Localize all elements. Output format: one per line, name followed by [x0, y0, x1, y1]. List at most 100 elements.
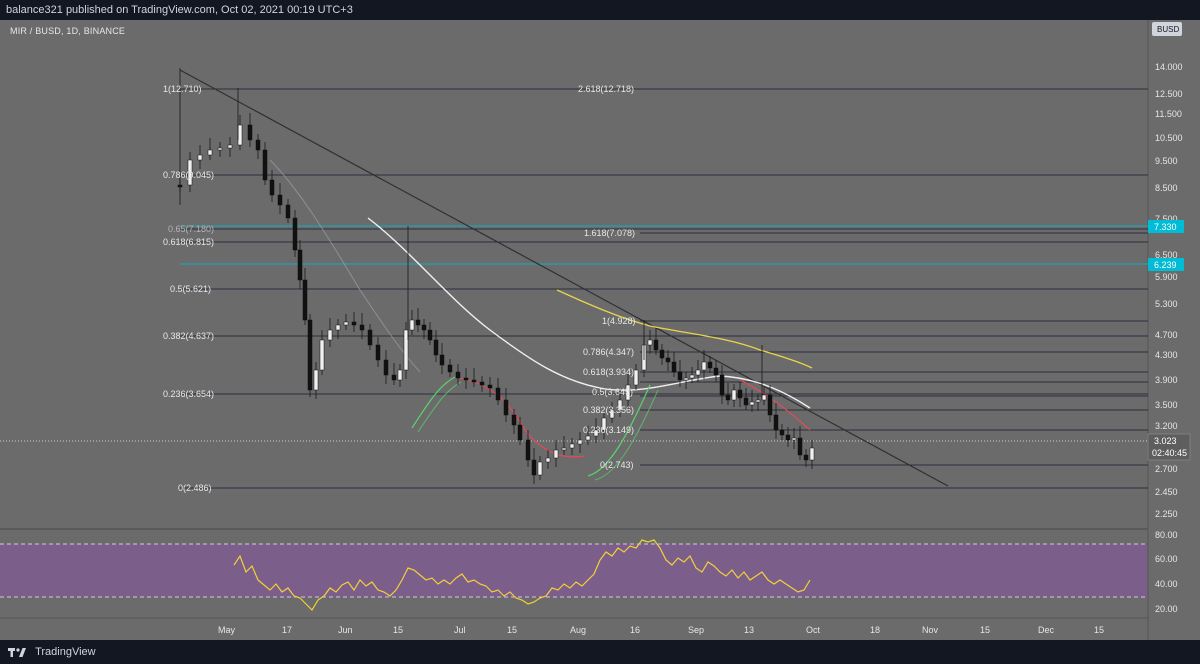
yellow-ma[interactable] [556, 289, 813, 369]
quote-badge[interactable] [1152, 22, 1182, 36]
candle-body [277, 194, 283, 206]
price-label: 2.450 [1155, 487, 1178, 497]
countdown-text: 02:40:45 [1152, 448, 1187, 458]
candle-body [292, 217, 298, 251]
fib-right-label-0236: 0.236(3.149) [583, 425, 634, 435]
candle-body [633, 369, 639, 386]
candle-body [269, 179, 275, 196]
candle-body [327, 329, 333, 341]
publisher-text: balance321 published on TradingView.com,… [6, 4, 353, 16]
red-band-1 [459, 377, 586, 458]
time-label: 15 [980, 625, 990, 635]
candle-body [653, 339, 659, 351]
candle-body [319, 339, 325, 371]
trendline[interactable] [179, 69, 949, 487]
candle-body [359, 324, 365, 331]
fib-left-label-05: 0.5(5.621) [170, 284, 211, 294]
candle-body [779, 429, 785, 436]
fib-left-label-0236: 0.236(3.654) [163, 389, 214, 399]
time-label: May [218, 625, 236, 635]
candle-body [713, 367, 719, 376]
candle-body [511, 414, 517, 426]
price-label: 7.500 [1155, 214, 1178, 224]
price-axis[interactable] [1148, 20, 1200, 640]
price-label: 11.500 [1155, 109, 1182, 119]
footer-brand: TradingView [35, 646, 96, 659]
symbol-label[interactable]: MIR / BUSD, 1D, BINANCE [10, 26, 126, 36]
price-label: 2.700 [1155, 464, 1178, 474]
fib-right-label-0618: 0.618(3.934) [583, 367, 634, 377]
price-label: 3.200 [1155, 421, 1178, 431]
candle-body [391, 374, 397, 381]
fib-left-label-065: 0.65(7.180) [168, 224, 214, 234]
candle-body [677, 371, 683, 381]
time-label: Jul [454, 625, 466, 635]
time-label: Dec [1038, 625, 1055, 635]
price-label: 9.500 [1155, 156, 1178, 166]
candles[interactable] [177, 68, 815, 484]
rsi-label: 80.00 [1155, 530, 1178, 540]
price-label: 4.300 [1155, 350, 1178, 360]
candle-body [237, 124, 243, 146]
candle-body [647, 339, 653, 346]
fib-right-label-2618: 2.618(12.718) [578, 84, 634, 94]
candle-body [585, 435, 591, 441]
time-label: 18 [870, 625, 880, 635]
candle-body [471, 379, 477, 383]
chart-canvas[interactable]: 1(12.710) 0.786(9.045) 0.65(7.180) 0.618… [0, 0, 1200, 640]
candle-body [297, 249, 303, 281]
candle-body [743, 397, 749, 406]
candle-body [537, 461, 543, 476]
fib-right-levels[interactable] [640, 232, 1148, 466]
time-axis[interactable] [0, 618, 1148, 640]
candle-body [695, 369, 701, 376]
white-ma[interactable] [367, 217, 811, 409]
candle-body [707, 361, 713, 369]
candle-body [625, 384, 631, 401]
rsi-band [0, 544, 1148, 597]
candle-body [749, 401, 755, 406]
candle-body [197, 154, 203, 161]
candle-body [561, 447, 567, 451]
candle-body [809, 447, 815, 461]
candle-body [719, 374, 725, 396]
rsi-label: 60.00 [1155, 554, 1178, 564]
candle-body [335, 324, 341, 331]
green-band-1 [411, 376, 456, 429]
candle-body [187, 159, 193, 186]
candle-body [487, 384, 493, 389]
price-label: 12.500 [1155, 89, 1183, 99]
fib-left-levels[interactable] [180, 88, 1148, 489]
candle-body [495, 387, 501, 401]
candle-body [767, 394, 773, 416]
rsi-line[interactable] [233, 539, 811, 611]
price-pane[interactable] [0, 20, 1148, 528]
price-label: 5.900 [1155, 272, 1178, 282]
tradingview-logo-icon [8, 648, 26, 658]
candle-body [803, 454, 809, 461]
candle-body [343, 321, 349, 326]
price-label: 5.300 [1155, 299, 1178, 309]
time-label: 15 [393, 625, 403, 635]
price-badge-7330-text: 7.330 [1154, 222, 1177, 232]
time-label: Aug [570, 625, 586, 635]
price-label: 3.500 [1155, 400, 1178, 410]
price-label: 6.500 [1155, 250, 1178, 260]
candle-body [383, 359, 389, 376]
candle-body [689, 374, 695, 379]
grey-ma [269, 159, 421, 373]
candle-body [415, 319, 421, 326]
candle-body [737, 389, 743, 399]
candle-body [593, 429, 599, 437]
time-label: 13 [744, 625, 754, 635]
current-price-text: 3.023 [1154, 436, 1177, 446]
candle-body [447, 364, 453, 373]
rsi-label: 40.00 [1155, 579, 1178, 589]
candle-body [479, 381, 485, 386]
candle-body [351, 321, 357, 326]
time-label: 16 [630, 625, 640, 635]
candle-body [683, 377, 689, 381]
price-label: 14.000 [1155, 62, 1183, 72]
candle-body [731, 389, 737, 401]
candle-body [375, 344, 381, 361]
